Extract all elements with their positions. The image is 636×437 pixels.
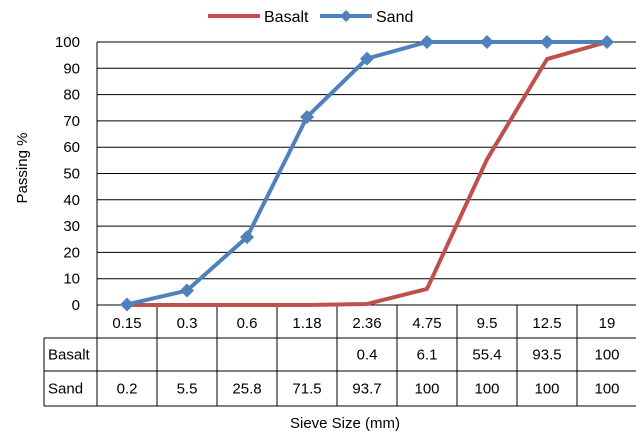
x-tick-label: 2.36 bbox=[352, 315, 381, 332]
x-tick-label: 19 bbox=[599, 315, 616, 332]
y-tick-label-40: 40 bbox=[63, 192, 80, 209]
legend-label-sand: Sand bbox=[376, 9, 413, 26]
x-tick-label: 4.75 bbox=[412, 315, 441, 332]
y-axis-ticks: 0 10 20 30 40 50 60 70 80 90 100 bbox=[55, 34, 80, 314]
point-sand bbox=[240, 230, 254, 245]
point-sand bbox=[300, 109, 314, 124]
x-tick-label: 0.6 bbox=[237, 315, 258, 332]
point-sand bbox=[180, 283, 194, 298]
table-cell: 100 bbox=[594, 347, 619, 364]
y-tick-label-0: 0 bbox=[72, 297, 80, 314]
y-tick-label-70: 70 bbox=[63, 113, 80, 130]
table-cell: 55.4 bbox=[472, 347, 501, 364]
point-sand bbox=[420, 35, 434, 49]
point-sand bbox=[360, 51, 374, 66]
table-cell: 93.7 bbox=[352, 381, 381, 398]
point-sand bbox=[120, 297, 134, 312]
x-tick-label: 9.5 bbox=[477, 315, 498, 332]
table-series-label: Sand bbox=[48, 381, 83, 398]
y-axis-title: Passing % bbox=[14, 133, 31, 204]
legend-marker bbox=[340, 10, 352, 22]
y-tick-label-100: 100 bbox=[55, 34, 80, 51]
point-sand bbox=[480, 35, 494, 49]
x-axis-title: Sieve Size (mm) bbox=[290, 415, 400, 432]
table-cell: 100 bbox=[534, 381, 559, 398]
legend: Basalt Sand bbox=[208, 9, 413, 26]
y-tick-label-50: 50 bbox=[63, 166, 80, 183]
data-table: 0.15 0.3 0.6 1.18 2.36 4.75 9.5 12.5 19 Basalt 0.4… bbox=[43, 42, 636, 407]
y-tick-label-30: 30 bbox=[63, 218, 80, 235]
table-cell: 6.1 bbox=[417, 347, 438, 364]
y-tick-label-20: 20 bbox=[63, 244, 80, 261]
table-cell: 71.5 bbox=[292, 381, 321, 398]
table-cell: 100 bbox=[414, 381, 439, 398]
x-tick-label: 12.5 bbox=[532, 315, 561, 332]
y-tick-label-60: 60 bbox=[63, 139, 80, 156]
series-line-basalt bbox=[127, 40, 608, 307]
legend-label-basalt: Basalt bbox=[264, 9, 309, 26]
table-cell: 93.5 bbox=[532, 347, 561, 364]
y-tick-label-10: 10 bbox=[63, 271, 80, 288]
series-layer bbox=[120, 35, 614, 312]
point-sand bbox=[600, 35, 614, 49]
y-tick-label-80: 80 bbox=[63, 87, 80, 104]
x-tick-label: 1.18 bbox=[292, 315, 321, 332]
table-series-label: Basalt bbox=[48, 347, 91, 364]
y-tick-label-90: 90 bbox=[63, 60, 80, 77]
gridlines bbox=[97, 41, 636, 280]
x-tick-label: 0.3 bbox=[177, 315, 198, 332]
table-cell: 100 bbox=[474, 381, 499, 398]
x-tick-label: 0.15 bbox=[112, 315, 141, 332]
point-sand bbox=[540, 35, 554, 49]
table-cell: 25.8 bbox=[232, 381, 261, 398]
table-cell: 100 bbox=[594, 381, 619, 398]
table-cell: 0.2 bbox=[117, 381, 138, 398]
table-cell: 0.4 bbox=[357, 347, 378, 364]
table-cell: 5.5 bbox=[177, 381, 198, 398]
